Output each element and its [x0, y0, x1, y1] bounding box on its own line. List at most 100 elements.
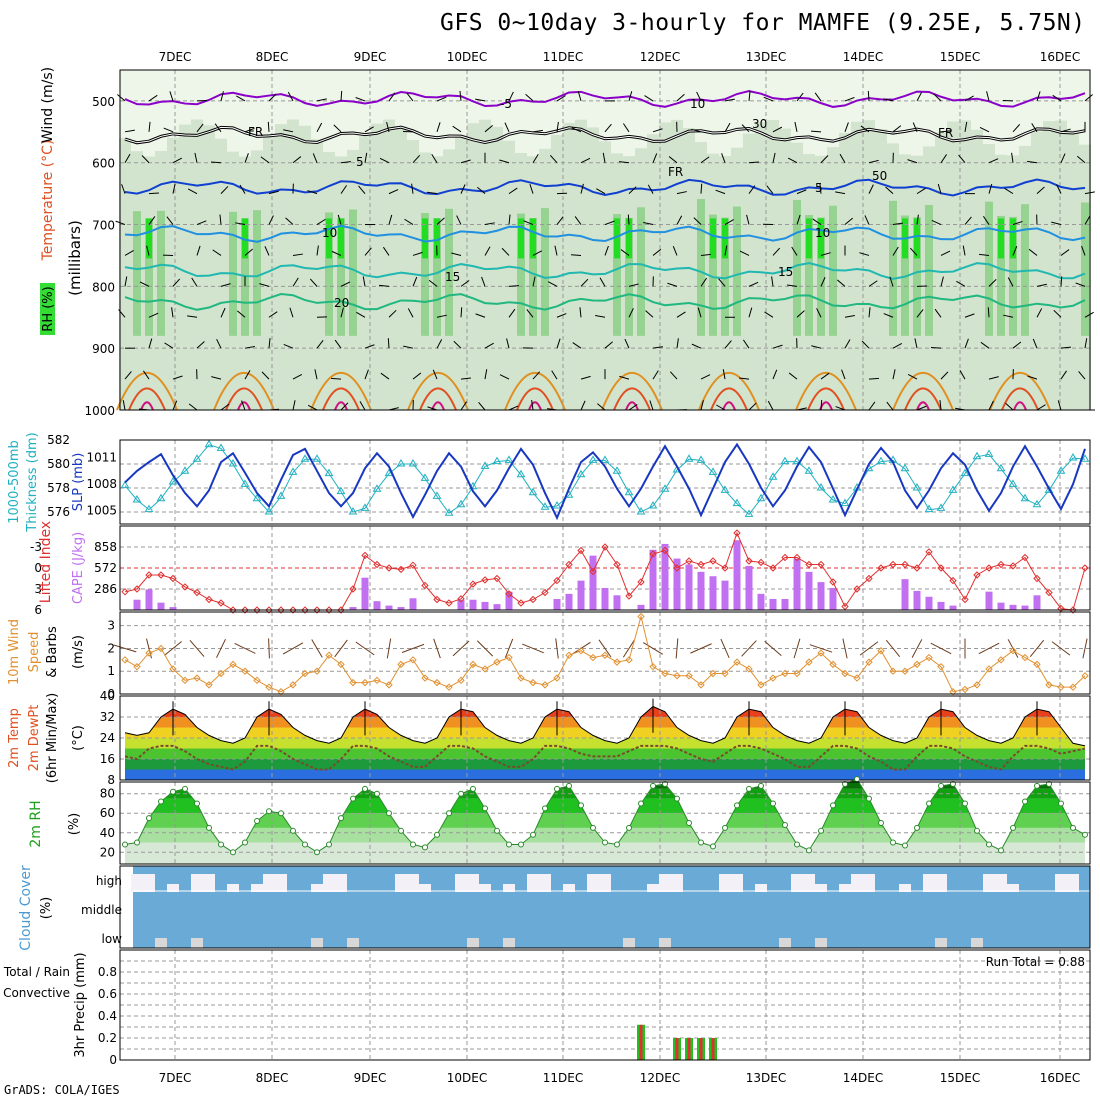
temp2m-y-tick-4: 8: [107, 773, 115, 787]
cape-bar: [457, 599, 465, 610]
wind-barb: [1052, 94, 1062, 102]
wind-barb: [1031, 123, 1038, 133]
thickness-line: [124, 444, 1086, 516]
rh2m-marker: [722, 824, 728, 831]
rh2m-marker: [566, 782, 572, 789]
cloud-high-gap: [995, 874, 1007, 892]
wind-barb: [748, 307, 753, 318]
temp-35-contour: [1013, 401, 1027, 411]
thickness-marker: [552, 501, 562, 509]
temp-30-contour: [322, 387, 360, 411]
cloud-high-gap: [203, 874, 215, 892]
wind10-marker: [1045, 681, 1053, 689]
rh-column: [167, 137, 179, 411]
wind-barb: [628, 403, 638, 411]
wind-barb: [771, 276, 774, 287]
precip-convective-bar: [711, 1038, 715, 1060]
wind-barb: [883, 98, 894, 102]
cape-bar: [553, 598, 561, 610]
wind-barb: [220, 283, 231, 287]
wind-barb: [484, 369, 488, 380]
wind-barb: [314, 369, 318, 380]
contour-label-2: FR: [668, 165, 683, 179]
wind-barb: [907, 373, 918, 380]
cloud-y-tick-1: middle: [81, 903, 122, 917]
rh2m-marker: [1022, 798, 1028, 805]
thickness-marker: [360, 503, 370, 511]
thickness-marker: [168, 477, 178, 485]
wind10-marker: [205, 681, 213, 689]
wind-barb: [292, 277, 299, 287]
wind10-speed-line: [124, 614, 1086, 693]
cloud-y-tick-0: high: [96, 874, 122, 888]
wind10-marker: [481, 665, 489, 673]
rh2m-marker: [170, 788, 176, 795]
x-tick-top-6: 13DEC: [746, 50, 786, 64]
cape-bar: [157, 602, 165, 610]
wind-barb: [700, 277, 708, 287]
wind-barb: [172, 400, 178, 411]
wind-barb: [532, 276, 536, 287]
wind-barb: [388, 309, 397, 318]
wind-barb: [841, 369, 846, 380]
wind10-marker: [901, 667, 909, 675]
wind-barb: [772, 344, 783, 349]
temp-30-contour: [128, 387, 166, 411]
wind-barb: [820, 252, 831, 256]
wind-barb: [886, 401, 894, 411]
contour-label-9: 15: [778, 265, 793, 279]
lifted-index-marker: [1069, 606, 1077, 614]
wind10-barb: [842, 638, 848, 659]
lifted-index-marker: [637, 578, 645, 586]
wind-barb: [187, 315, 198, 318]
wind-barb: [652, 370, 659, 380]
rh2m-marker: [206, 824, 212, 831]
wind-barb: [529, 183, 534, 194]
wind10-marker: [625, 656, 633, 664]
wind10-marker: [241, 667, 249, 675]
thick-label-2: Thickness (dm): [25, 432, 40, 532]
rh-column: [659, 122, 671, 410]
rh-saturated-patch: [530, 218, 536, 259]
lifted-index-marker: [793, 553, 801, 562]
wind-barb: [982, 215, 990, 225]
wind-barb: [912, 122, 918, 133]
rh2m-marker: [254, 818, 260, 825]
wind-barb: [892, 125, 902, 133]
slp-line: [124, 442, 1086, 521]
wind-barb: [307, 404, 318, 411]
cape-bar: [901, 579, 909, 610]
wind-barb: [787, 284, 798, 287]
rh-column: [371, 123, 383, 411]
contour-label-6: 10: [322, 226, 337, 240]
rh-saturated-patch: [998, 218, 1004, 259]
wind10-marker: [973, 681, 981, 689]
wind10-marker: [757, 681, 765, 689]
wind-barb: [652, 248, 662, 256]
rh-legend-swatch: [40, 283, 55, 335]
wind-barb: [460, 280, 470, 287]
wind-barb: [267, 121, 270, 132]
wind-barb: [796, 92, 804, 102]
rh-moist-column: [793, 199, 801, 336]
wind-barb: [1036, 404, 1046, 411]
wind-barb: [622, 123, 630, 133]
wind-barb: [268, 311, 278, 318]
wind10-barb: [311, 639, 323, 658]
rh-column: [503, 140, 515, 410]
wind-barb: [148, 312, 159, 318]
wind-barb: [628, 308, 634, 318]
thickness-marker: [876, 456, 886, 465]
lifted-index-marker: [193, 588, 201, 597]
wind-barb: [1078, 371, 1086, 380]
cloud-high-gap: [1067, 874, 1079, 892]
profile-label-temperature: Temperature (°C): [40, 140, 56, 262]
cape-bar: [697, 571, 705, 610]
rh2m-marker: [938, 782, 944, 789]
rh-moist-column: [445, 208, 453, 336]
wind-barb: [724, 245, 728, 256]
wind-barb: [644, 95, 654, 102]
rh-column: [647, 134, 659, 410]
temp-contour-20: [124, 293, 1086, 311]
lifted-index-marker: [277, 606, 285, 614]
